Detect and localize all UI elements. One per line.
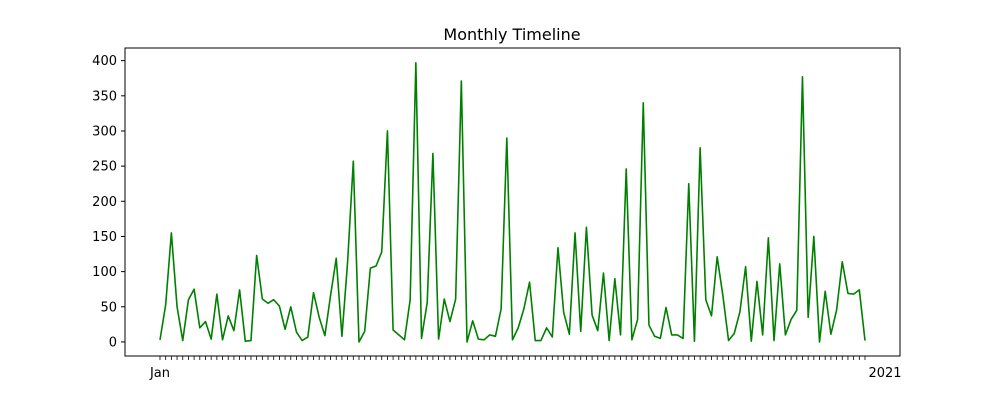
y-tick-label: 50: [100, 300, 117, 315]
y-axis: 0 50 100 150 200 250 300 350 400: [92, 54, 125, 350]
chart-title: Monthly Timeline: [443, 25, 580, 44]
plot-frame: [124, 47, 901, 357]
y-tick-label: 200: [92, 195, 117, 210]
y-tick-label: 0: [109, 335, 117, 350]
series-line: [159, 61, 866, 343]
x-axis: Jan 2021: [149, 356, 902, 381]
y-tick-label: 400: [92, 54, 117, 69]
y-tick-label: 150: [92, 230, 117, 245]
x-tick-label-last: 2021: [868, 366, 901, 381]
series-group: [159, 61, 866, 343]
y-tick-label: 100: [92, 265, 117, 280]
y-tick-label: 350: [92, 89, 117, 104]
y-tick-label: 300: [92, 124, 117, 139]
x-tick-label-first: Jan: [149, 366, 170, 381]
y-tick-label: 250: [92, 160, 117, 175]
